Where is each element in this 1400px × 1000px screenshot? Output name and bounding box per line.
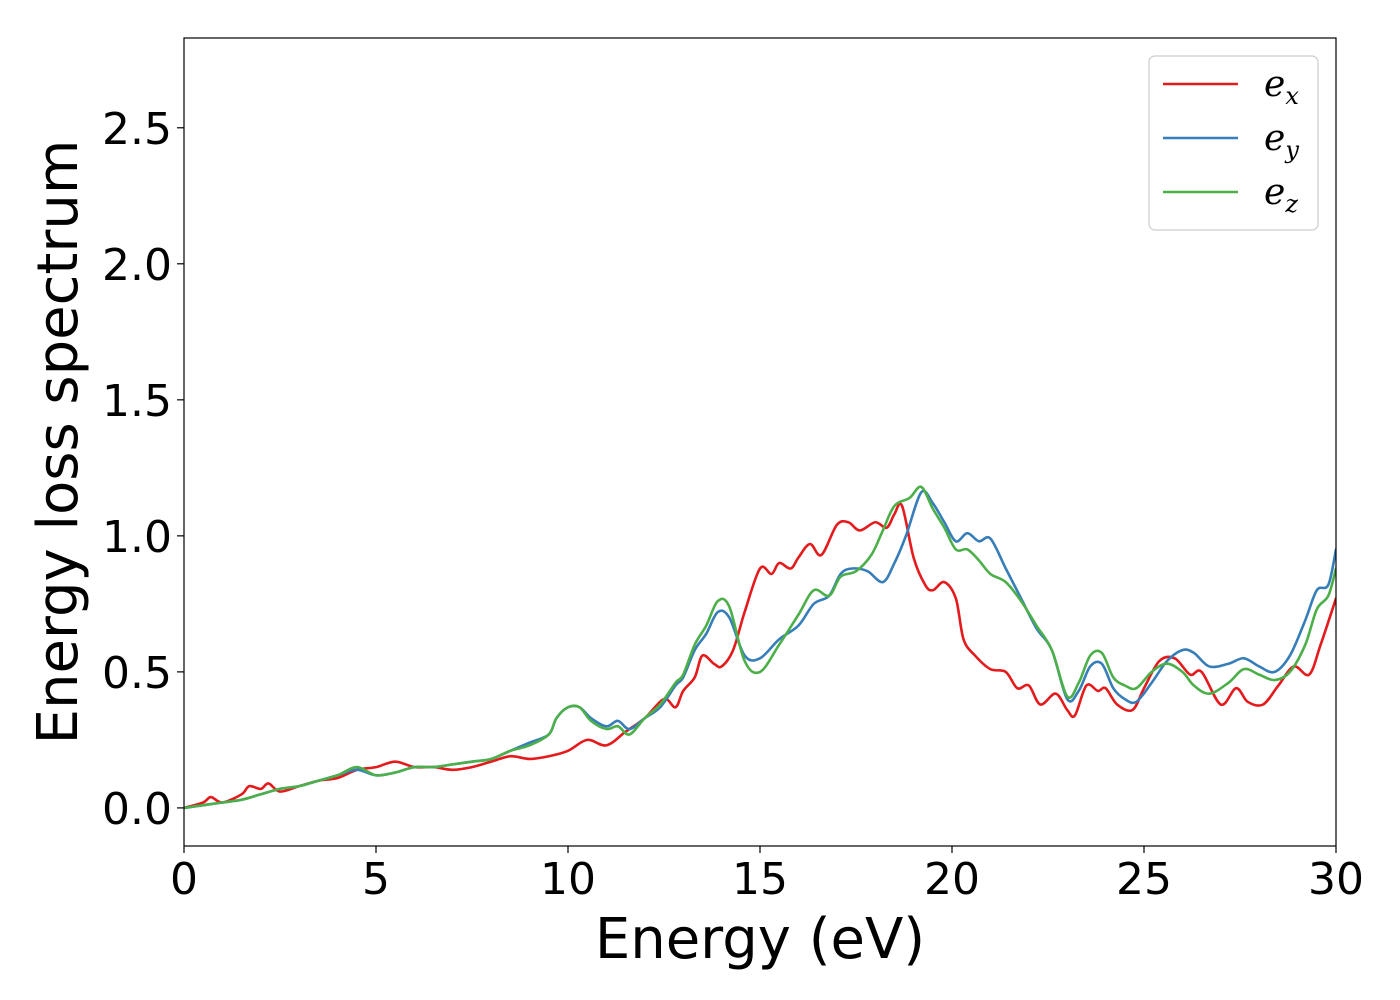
y-tick-label: 2.5 xyxy=(102,104,172,155)
legend-frame xyxy=(1148,55,1319,231)
y-tick-label: 2.0 xyxy=(102,240,172,291)
y-axis-label: Energy loss spectrum xyxy=(26,140,91,745)
series-line-x xyxy=(184,502,1336,810)
y-tick-label: 0.0 xyxy=(102,784,172,835)
x-tick-label: 15 xyxy=(732,854,788,905)
y-axis: 0.0 0.5 1.0 1.5 2.0 2.5 xyxy=(102,104,184,835)
x-tick-label: 25 xyxy=(1116,854,1172,905)
x-tick-label: 10 xyxy=(540,854,596,905)
y-tick-label: 1.5 xyxy=(102,376,172,427)
x-axis-label: Energy (eV) xyxy=(595,907,925,972)
x-tick-label: 0 xyxy=(170,854,198,905)
x-tick-label: 30 xyxy=(1308,854,1364,905)
y-tick-label: 0.5 xyxy=(102,648,172,699)
y-tick-label: 1.0 xyxy=(102,512,172,563)
x-tick-label: 5 xyxy=(362,854,390,905)
x-axis: 0 5 10 15 20 25 30 xyxy=(170,846,1364,905)
series-line-z xyxy=(184,485,1336,810)
x-tick-label: 20 xyxy=(924,854,980,905)
series-layer xyxy=(184,485,1336,810)
